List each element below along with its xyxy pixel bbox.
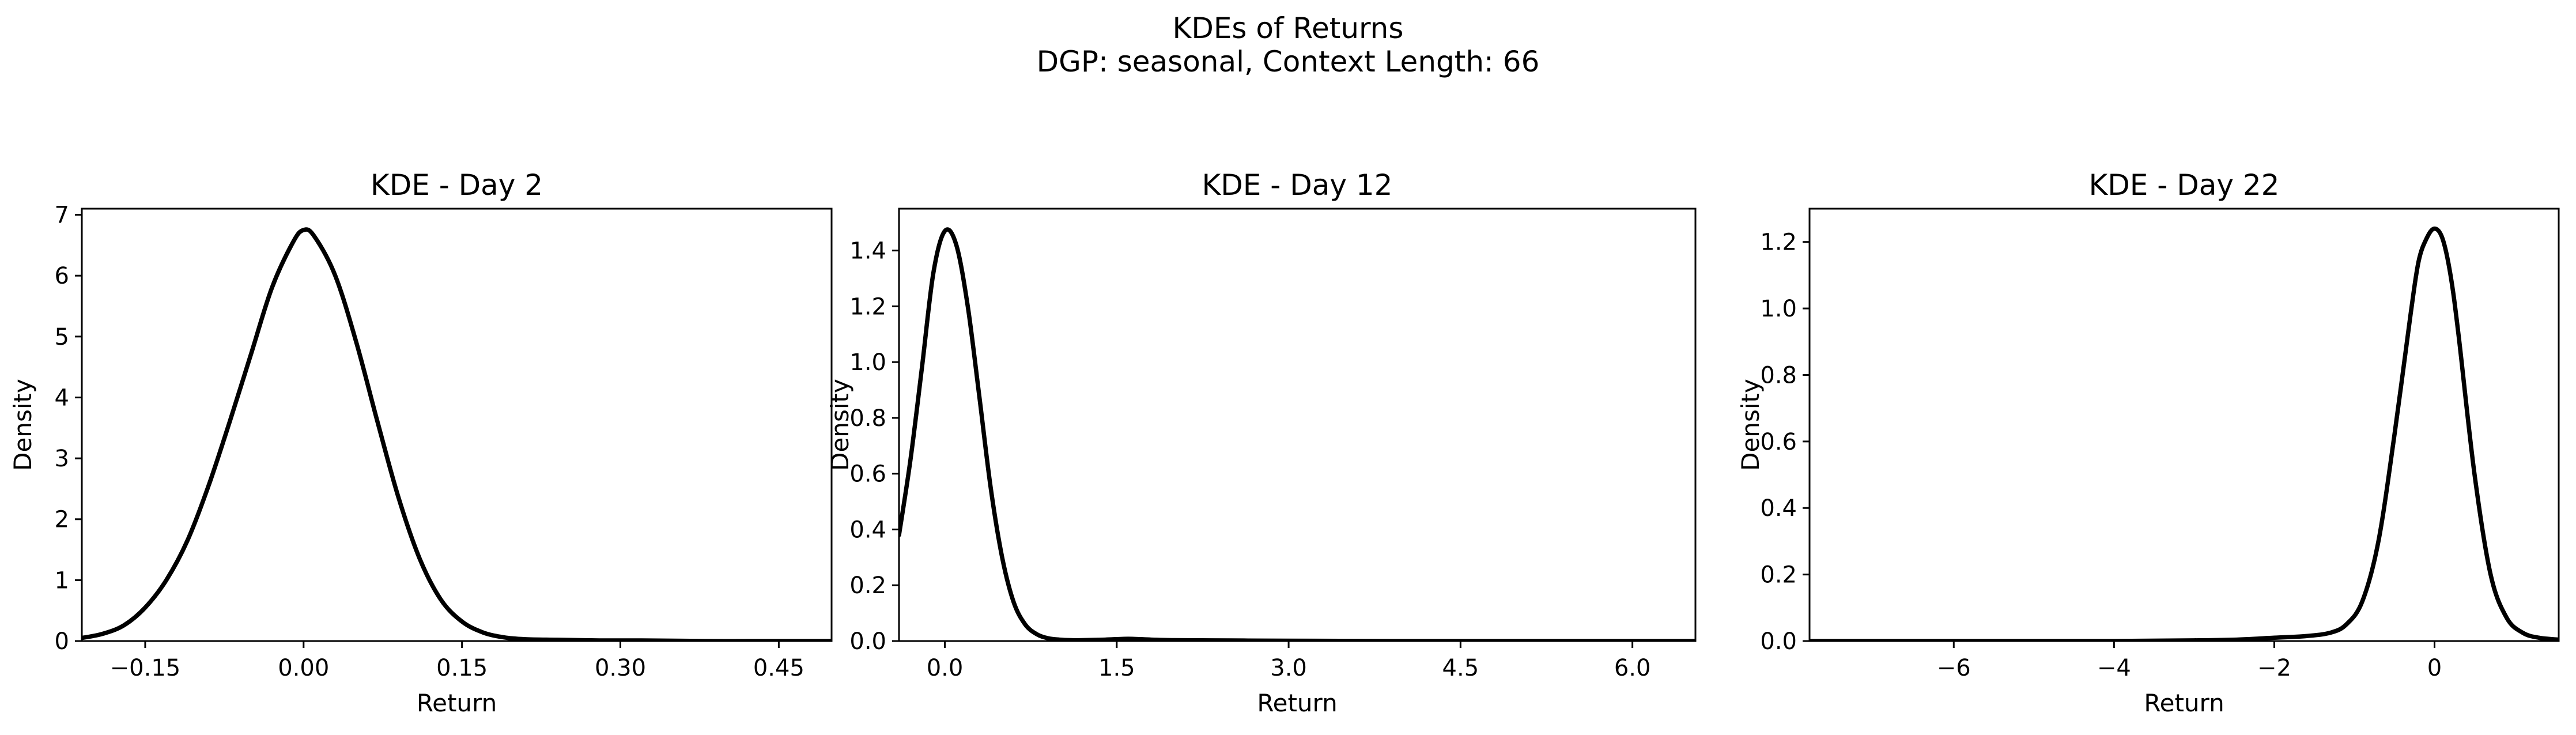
y-axis-label: Density xyxy=(826,379,854,471)
x-tick-label: 6.0 xyxy=(1614,655,1651,681)
y-tick-label: 1.2 xyxy=(1760,229,1797,256)
y-tick-label: 0.2 xyxy=(1760,562,1797,589)
x-axis-label: Return xyxy=(2144,689,2224,717)
panel-title: KDE - Day 22 xyxy=(2089,168,2280,202)
x-tick-label: 0.0 xyxy=(927,655,964,681)
x-tick-label: −0.15 xyxy=(110,655,181,681)
y-tick-label: 1.2 xyxy=(849,293,886,320)
axes-frame xyxy=(898,208,1697,642)
x-tick-label: 1.5 xyxy=(1098,655,1135,681)
y-tick-label: 1.4 xyxy=(849,238,886,265)
x-tick-label: −4 xyxy=(2097,655,2131,681)
kde-curve xyxy=(1810,226,2559,641)
x-tick-label: 0.45 xyxy=(753,655,804,681)
axes-frame xyxy=(1808,208,2560,642)
y-tick-label: 0.4 xyxy=(849,517,886,543)
y-tick-label: 1.0 xyxy=(849,349,886,376)
kde-curve xyxy=(82,227,832,641)
x-tick-label: −6 xyxy=(1937,655,1971,681)
x-tick-label: 0.00 xyxy=(278,655,329,681)
y-tick-label: 1.0 xyxy=(1760,296,1797,322)
y-tick-label: 6 xyxy=(55,263,69,289)
y-tick-label: 1 xyxy=(55,567,69,594)
axes-frame xyxy=(81,208,833,642)
y-tick-label: 0.0 xyxy=(1760,628,1797,655)
panel-title: KDE - Day 2 xyxy=(371,168,543,202)
panel-title: KDE - Day 12 xyxy=(1202,168,1393,202)
kde-curve xyxy=(899,227,1695,641)
x-axis-label: Return xyxy=(1257,689,1337,717)
panel-day-22: KDE - Day 22 Return Density −6 −4 −2 0 0.0 0.… xyxy=(1736,168,2560,717)
panel-day-12: KDE - Day 12 Return Density 0.0 1.5 3.0 4.5… xyxy=(826,168,1697,717)
y-tick-label: 0.6 xyxy=(849,461,886,488)
x-tick-label: 0 xyxy=(2427,655,2442,681)
y-tick-label: 3 xyxy=(55,446,69,472)
x-tick-label: 0.30 xyxy=(595,655,646,681)
y-tick-label: 7 xyxy=(55,202,69,229)
y-tick-label: 0.6 xyxy=(1760,429,1797,455)
y-tick-label: 2 xyxy=(55,507,69,533)
x-tick-label: 4.5 xyxy=(1442,655,1479,681)
y-tick-label: 5 xyxy=(55,324,69,350)
y-tick-label: 4 xyxy=(55,385,69,411)
y-tick-label: 0.8 xyxy=(1760,362,1797,389)
y-axis-label: Density xyxy=(9,379,37,471)
y-tick-label: 0.4 xyxy=(1760,495,1797,522)
panel-day-2: KDE - Day 2 Return Density −0.15 0.00 0.15… xyxy=(9,168,833,717)
y-tick-label: 0.8 xyxy=(849,405,886,432)
x-tick-label: 0.15 xyxy=(436,655,488,681)
y-axis-label: Density xyxy=(1736,379,1765,471)
x-tick-label: −2 xyxy=(2257,655,2291,681)
x-tick-label: 3.0 xyxy=(1270,655,1307,681)
y-tick-label: 0.0 xyxy=(849,628,886,655)
y-tick-label: 0.2 xyxy=(849,572,886,599)
y-tick-label: 0 xyxy=(55,628,69,655)
figure-title: KDEs of Returns xyxy=(1173,12,1404,45)
figure-subtitle: DGP: seasonal, Context Length: 66 xyxy=(1037,45,1540,78)
x-axis-label: Return xyxy=(417,689,497,717)
